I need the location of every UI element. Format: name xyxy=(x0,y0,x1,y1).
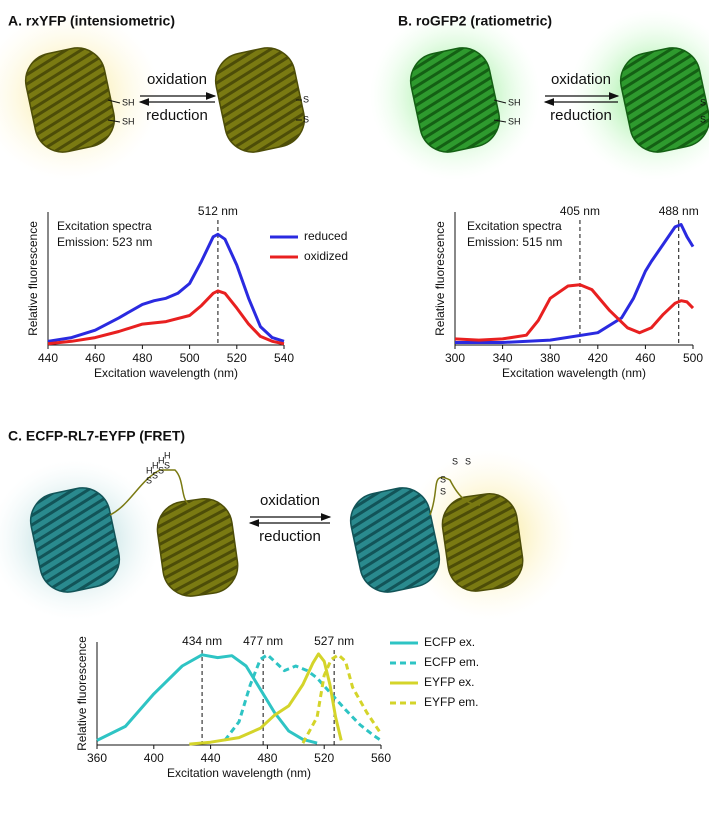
group-label: H xyxy=(152,460,159,470)
group-label: S xyxy=(158,465,164,475)
x-tick-label: 460 xyxy=(635,351,655,365)
x-tick-label: 480 xyxy=(257,751,277,765)
group-label: S xyxy=(303,114,309,124)
x-axis-label: Excitation wavelength (nm) xyxy=(502,366,646,380)
group-label: S xyxy=(452,456,458,466)
x-tick-label: 500 xyxy=(180,351,200,365)
group-label: H xyxy=(158,455,165,465)
panel-title: A. rxYFP (intensiometric) xyxy=(8,13,175,29)
x-tick-label: 560 xyxy=(371,751,391,765)
x-tick-label: 440 xyxy=(38,351,58,365)
y-axis-label: Relative fluorescence xyxy=(26,221,40,336)
series-line xyxy=(96,653,318,745)
group-label: SH xyxy=(508,97,521,107)
panel-title: C. ECFP-RL7-EYFP (FRET) xyxy=(8,428,185,444)
group-label: S xyxy=(700,114,706,124)
x-tick-label: 380 xyxy=(540,351,560,365)
arrow-label: reduction xyxy=(259,528,321,545)
legend-label: EYFP em. xyxy=(424,695,478,709)
note: Emission: 515 nm xyxy=(467,235,562,249)
group-label: H xyxy=(146,465,153,475)
marker-label: 405 nm xyxy=(560,204,600,218)
marker-label: 527 nm xyxy=(314,634,354,648)
group-label: S xyxy=(440,474,446,484)
legend-label: ECFP em. xyxy=(424,655,479,669)
legend-label: oxidized xyxy=(304,249,348,263)
y-axis-label: Relative fluorescence xyxy=(75,636,89,751)
x-axis-label: Excitation wavelength (nm) xyxy=(167,766,311,780)
marker-label: 434 nm xyxy=(182,634,222,648)
group-label: S xyxy=(440,486,446,496)
group-label: S xyxy=(465,456,471,466)
series-line xyxy=(47,289,285,346)
marker-label: 477 nm xyxy=(243,634,283,648)
arrow-label: reduction xyxy=(550,107,612,124)
group-label: SH xyxy=(122,97,135,107)
x-tick-label: 460 xyxy=(85,351,105,365)
arrow-label: oxidation xyxy=(147,71,207,88)
x-tick-label: 360 xyxy=(87,751,107,765)
group-label: S xyxy=(152,470,158,480)
series-line xyxy=(47,232,285,343)
x-tick-label: 520 xyxy=(314,751,334,765)
x-tick-label: 300 xyxy=(445,351,465,365)
series-line xyxy=(223,653,382,742)
note: Emission: 523 nm xyxy=(57,235,152,249)
arrow-label: oxidation xyxy=(260,492,320,509)
y-axis-label: Relative fluorescence xyxy=(433,221,447,336)
x-axis-label: Excitation wavelength (nm) xyxy=(94,366,238,380)
x-tick-label: 440 xyxy=(201,751,221,765)
legend-label: EYFP ex. xyxy=(424,675,474,689)
marker-label: 488 nm xyxy=(659,204,699,218)
group-label: SH xyxy=(122,116,135,126)
series-line xyxy=(454,283,695,342)
protein xyxy=(24,47,709,597)
arrow-label: oxidation xyxy=(551,71,611,88)
x-tick-label: 520 xyxy=(227,351,247,365)
group-label: SH xyxy=(508,116,521,126)
x-tick-label: 540 xyxy=(274,351,294,365)
x-tick-label: 400 xyxy=(144,751,164,765)
group-label: S xyxy=(700,97,706,107)
legend-label: reduced xyxy=(304,229,347,243)
arrow-label: reduction xyxy=(146,107,208,124)
group-label: S xyxy=(146,475,152,485)
note: Excitation spectra xyxy=(57,219,152,233)
group-label: H xyxy=(164,450,171,460)
x-tick-label: 340 xyxy=(493,351,513,365)
series-line xyxy=(301,653,383,744)
series-line xyxy=(455,223,695,344)
x-tick-label: 420 xyxy=(588,351,608,365)
note: Excitation spectra xyxy=(467,219,562,233)
x-tick-label: 500 xyxy=(683,351,703,365)
group-label: S xyxy=(303,94,309,104)
reaction-arrows xyxy=(138,92,620,527)
group-label: S xyxy=(164,460,170,470)
marker-label: 512 nm xyxy=(198,204,238,218)
x-tick-label: 480 xyxy=(132,351,152,365)
panel-title: B. roGFP2 (ratiometric) xyxy=(398,13,552,29)
series-line xyxy=(189,652,343,746)
legend-label: ECFP ex. xyxy=(424,635,475,649)
